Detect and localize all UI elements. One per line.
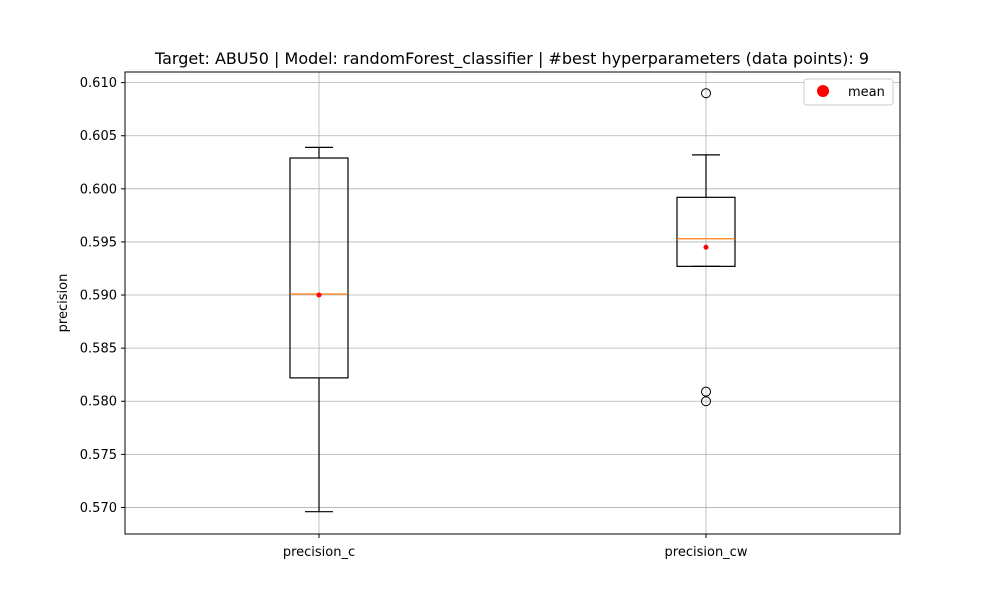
legend-marker-mean <box>817 85 829 97</box>
legend-frame <box>803 78 894 106</box>
y-tick-label: 0.600 <box>80 182 117 197</box>
x-tick-label: precision_c <box>283 545 355 560</box>
y-tick-label: 0.595 <box>80 235 117 250</box>
legend: mean <box>803 78 894 106</box>
y-tick-label: 0.580 <box>80 395 117 410</box>
y-tick-label: 0.570 <box>80 501 117 516</box>
mean-marker <box>703 244 709 250</box>
box-body <box>676 196 736 267</box>
plot-layer <box>289 88 736 513</box>
chart-title: Target: ABU50 | Model: randomForest_clas… <box>154 49 869 69</box>
legend-label-mean: mean <box>848 85 885 100</box>
y-axis-label: precision <box>56 274 71 333</box>
outlier-point <box>701 396 711 407</box>
y-tick-label: 0.575 <box>80 448 117 463</box>
y-tick-label: 0.605 <box>80 129 117 144</box>
mean-marker <box>316 292 322 298</box>
y-tick-label: 0.610 <box>80 76 117 91</box>
outlier-point <box>701 88 711 99</box>
axis-layer: 0.570 0.575 0.580 0.585 0.590 0.595 0.600 0.605… <box>80 76 748 560</box>
y-tick-label: 0.590 <box>80 289 117 304</box>
box-precision_c <box>289 146 349 513</box>
y-tick-label: 0.585 <box>80 342 117 357</box>
box-body <box>289 157 349 379</box>
x-tick-label: precision_cw <box>665 545 748 560</box>
plot-area-frame <box>124 71 901 535</box>
box-precision_cw <box>676 88 736 407</box>
outlier-point <box>701 386 711 397</box>
